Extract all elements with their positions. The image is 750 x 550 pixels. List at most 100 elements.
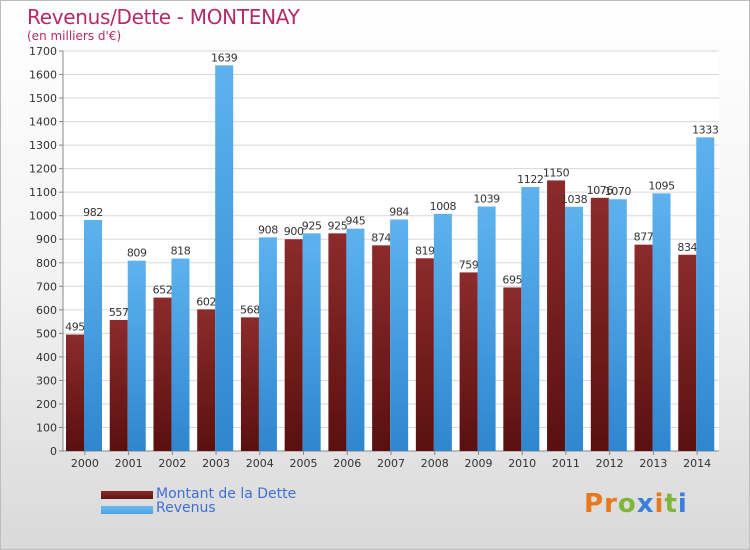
y-tick-label: 300 — [36, 374, 57, 387]
data-label-dette: 834 — [677, 241, 697, 254]
y-tick-label: 500 — [36, 327, 57, 340]
bar-dette — [590, 197, 609, 451]
y-tick-label: 900 — [36, 233, 57, 246]
y-tick-label: 1200 — [29, 163, 57, 176]
data-label-revenus: 984 — [389, 205, 409, 218]
data-label-dette: 557 — [109, 306, 129, 319]
y-tick-label: 0 — [50, 445, 57, 458]
bar-revenus — [215, 65, 234, 452]
data-label-dette: 877 — [634, 231, 654, 244]
data-label-revenus: 945 — [346, 215, 366, 228]
legend-swatch-revenus — [101, 506, 153, 514]
data-label-dette: 495 — [65, 321, 85, 334]
bar-dette — [372, 245, 391, 451]
x-tick-label: 2007 — [377, 457, 405, 470]
data-label-dette: 819 — [415, 244, 435, 257]
data-label-dette: 900 — [284, 225, 304, 238]
bar-dette — [153, 297, 172, 451]
logo-letter: P — [584, 489, 605, 519]
bar-dette — [240, 317, 259, 451]
data-label-revenus: 925 — [302, 219, 322, 232]
y-tick-label: 600 — [36, 304, 57, 317]
data-label-dette: 568 — [240, 303, 260, 316]
data-label-dette: 925 — [328, 219, 348, 232]
data-label-dette: 1076 — [587, 184, 614, 197]
bar-revenus — [84, 219, 102, 451]
x-tick-label: 2003 — [202, 457, 230, 470]
data-label-dette: 652 — [153, 284, 173, 297]
bar-dette — [634, 244, 653, 451]
logo-letter: o — [617, 489, 637, 519]
x-tick-label: 2014 — [683, 457, 711, 470]
y-tick-label: 1000 — [29, 210, 57, 223]
logo-letter: t — [664, 489, 678, 519]
x-tick-label: 2001 — [115, 457, 143, 470]
legend-swatch-dette — [101, 491, 153, 499]
y-tick-label: 1700 — [29, 45, 57, 58]
bar-dette — [284, 239, 303, 451]
logo-letter: x — [636, 489, 655, 519]
bar-revenus — [302, 233, 321, 451]
logo-letter: i — [677, 489, 688, 519]
bar-revenus — [127, 260, 146, 451]
bar-revenus — [433, 213, 452, 451]
legend-label-dette: Montant de la Dette — [156, 486, 297, 502]
x-tick-label: 2010 — [508, 457, 536, 470]
chart-subtitle: (en milliers d'€) — [27, 29, 122, 43]
data-label-revenus: 1070 — [605, 185, 632, 198]
bar-revenus — [477, 206, 496, 451]
x-tick-label: 2013 — [639, 457, 667, 470]
x-tick-label: 2012 — [596, 457, 624, 470]
bar-dette — [547, 180, 566, 452]
y-tick-label: 700 — [36, 280, 57, 293]
bar-revenus — [171, 258, 190, 451]
y-tick-label: 1300 — [29, 139, 57, 152]
x-tick-label: 2009 — [464, 457, 492, 470]
data-label-dette: 1150 — [543, 166, 570, 179]
data-label-revenus: 908 — [258, 223, 278, 236]
data-label-dette: 695 — [502, 273, 522, 286]
y-tick-label: 200 — [36, 398, 57, 411]
bar-dette — [503, 287, 522, 451]
y-tick-label: 800 — [36, 257, 57, 270]
data-label-revenus: 1039 — [473, 193, 500, 206]
y-tick-label: 100 — [36, 421, 57, 434]
bar-dette — [678, 254, 697, 451]
x-tick-label: 2004 — [246, 457, 274, 470]
bar-revenus — [608, 199, 627, 451]
x-tick-label: 2008 — [421, 457, 449, 470]
legend-label-revenus: Revenus — [156, 500, 216, 516]
y-tick-label: 1400 — [29, 116, 57, 129]
chart-title: Revenus/Dette - MONTENAY — [27, 5, 300, 29]
bar-dette — [66, 334, 84, 451]
data-label-revenus: 1008 — [430, 200, 457, 213]
bar-revenus — [390, 219, 409, 451]
data-label-dette: 602 — [196, 295, 216, 308]
logo-letter: r — [604, 489, 618, 519]
x-tick-label: 2000 — [71, 457, 99, 470]
data-label-revenus: 1095 — [648, 179, 675, 192]
data-label-revenus: 1038 — [561, 193, 588, 206]
data-label-revenus: 1333 — [692, 123, 719, 136]
data-label-dette: 759 — [459, 258, 479, 271]
y-tick-label: 1500 — [29, 92, 57, 105]
x-tick-label: 2005 — [290, 457, 318, 470]
data-label-revenus: 982 — [83, 206, 103, 219]
y-tick-label: 1600 — [29, 69, 57, 82]
bar-dette — [415, 258, 434, 451]
data-label-revenus: 818 — [171, 245, 191, 258]
bar-revenus — [258, 237, 277, 451]
bar-revenus — [652, 193, 671, 451]
data-label-revenus: 1639 — [211, 51, 238, 64]
logo-letter: i — [654, 489, 665, 519]
bar-dette — [197, 309, 216, 451]
bar-revenus — [565, 206, 584, 451]
y-tick-label: 1100 — [29, 186, 57, 199]
bar-dette — [109, 319, 128, 451]
bar-revenus — [521, 187, 540, 451]
x-tick-label: 2002 — [158, 457, 186, 470]
x-tick-label: 2006 — [333, 457, 361, 470]
bar-revenus — [696, 137, 715, 451]
